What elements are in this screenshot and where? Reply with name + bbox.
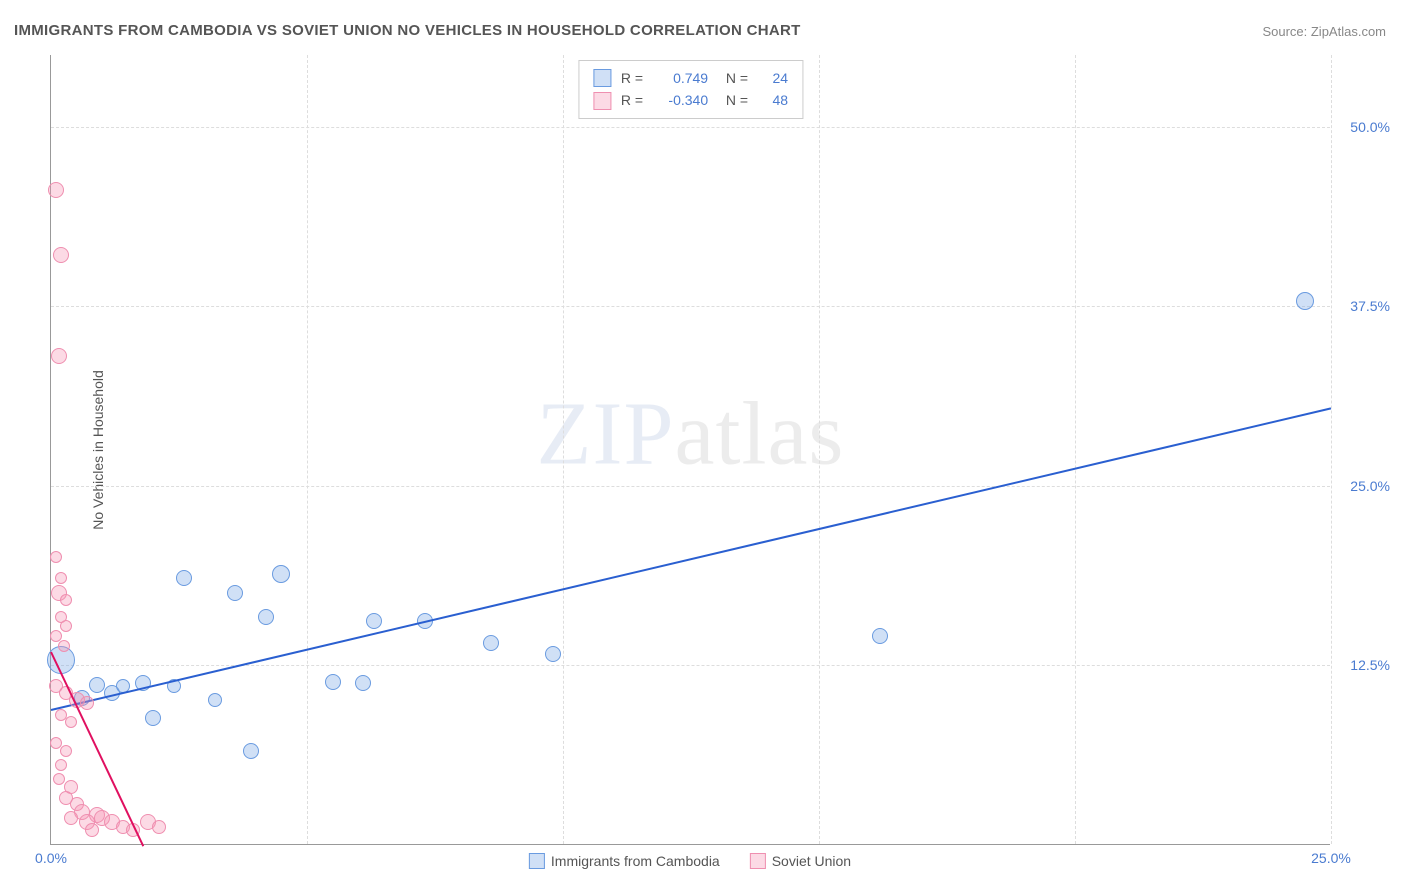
- gridline-vertical: [1075, 55, 1076, 844]
- y-tick-label: 25.0%: [1350, 478, 1390, 494]
- watermark: ZIPatlas: [537, 382, 845, 485]
- plot-region: ZIPatlas R =0.749 N =24R =-0.340 N =48 1…: [50, 55, 1330, 845]
- scatter-point: [355, 675, 371, 691]
- correlation-stats-box: R = 0.749 N = 24 R = -0.340 N = 48: [578, 60, 803, 119]
- scatter-point: [85, 823, 99, 837]
- stat-row: R = 0.749 N = 24: [593, 67, 788, 89]
- scatter-point: [227, 585, 243, 601]
- stat-n-value: 48: [758, 89, 788, 111]
- scatter-point: [545, 646, 561, 662]
- series-swatch: [593, 69, 611, 87]
- scatter-point: [208, 693, 222, 707]
- x-tick-label: 25.0%: [1311, 850, 1351, 866]
- gridline-vertical: [563, 55, 564, 844]
- scatter-point: [483, 635, 499, 651]
- scatter-point: [152, 820, 166, 834]
- y-tick-label: 37.5%: [1350, 298, 1390, 314]
- scatter-point: [58, 640, 70, 652]
- gridline-vertical: [307, 55, 308, 844]
- y-tick-label: 50.0%: [1350, 119, 1390, 135]
- y-tick-label: 12.5%: [1350, 657, 1390, 673]
- chart-area: No Vehicles in Household ZIPatlas R =0.7…: [50, 55, 1330, 845]
- gridline-horizontal: [51, 127, 1330, 128]
- stat-n-value: 24: [758, 67, 788, 89]
- legend-swatch: [750, 853, 766, 869]
- scatter-point: [80, 696, 94, 710]
- gridline-vertical: [1331, 55, 1332, 844]
- stat-r-label: R =: [621, 89, 643, 111]
- scatter-point: [325, 674, 341, 690]
- scatter-point: [55, 572, 67, 584]
- scatter-point: [60, 745, 72, 757]
- stat-row: R = -0.340 N = 48: [593, 89, 788, 111]
- stat-n-label: N =: [718, 67, 748, 89]
- scatter-point: [55, 759, 67, 771]
- scatter-point: [243, 743, 259, 759]
- legend-label: Immigrants from Cambodia: [551, 853, 720, 869]
- scatter-point: [65, 716, 77, 728]
- scatter-point: [53, 247, 69, 263]
- legend-swatch: [529, 853, 545, 869]
- legend-item: Immigrants from Cambodia: [529, 853, 720, 869]
- scatter-point: [872, 628, 888, 644]
- source-label: Source: ZipAtlas.com: [1262, 24, 1386, 39]
- stat-r-value: 0.749: [653, 67, 708, 89]
- scatter-point: [50, 551, 62, 563]
- stat-r-value: -0.340: [653, 89, 708, 111]
- x-tick-label: 0.0%: [35, 850, 67, 866]
- scatter-point: [53, 773, 65, 785]
- gridline-horizontal: [51, 306, 1330, 307]
- stat-r-label: R =: [621, 67, 643, 89]
- legend-item: Soviet Union: [750, 853, 851, 869]
- chart-title: IMMIGRANTS FROM CAMBODIA VS SOVIET UNION…: [14, 22, 801, 39]
- scatter-point: [60, 620, 72, 632]
- scatter-point: [89, 677, 105, 693]
- series-swatch: [593, 92, 611, 110]
- scatter-point: [366, 613, 382, 629]
- scatter-point: [60, 594, 72, 606]
- scatter-point: [145, 710, 161, 726]
- scatter-point: [1296, 292, 1314, 310]
- bottom-legend: Immigrants from Cambodia Soviet Union: [529, 853, 851, 869]
- scatter-point: [64, 811, 78, 825]
- scatter-point: [176, 570, 192, 586]
- scatter-point: [51, 348, 67, 364]
- stat-n-label: N =: [718, 89, 748, 111]
- legend-label: Soviet Union: [772, 853, 851, 869]
- scatter-point: [272, 565, 290, 583]
- gridline-vertical: [819, 55, 820, 844]
- gridline-horizontal: [51, 486, 1330, 487]
- scatter-point: [258, 609, 274, 625]
- scatter-point: [48, 182, 64, 198]
